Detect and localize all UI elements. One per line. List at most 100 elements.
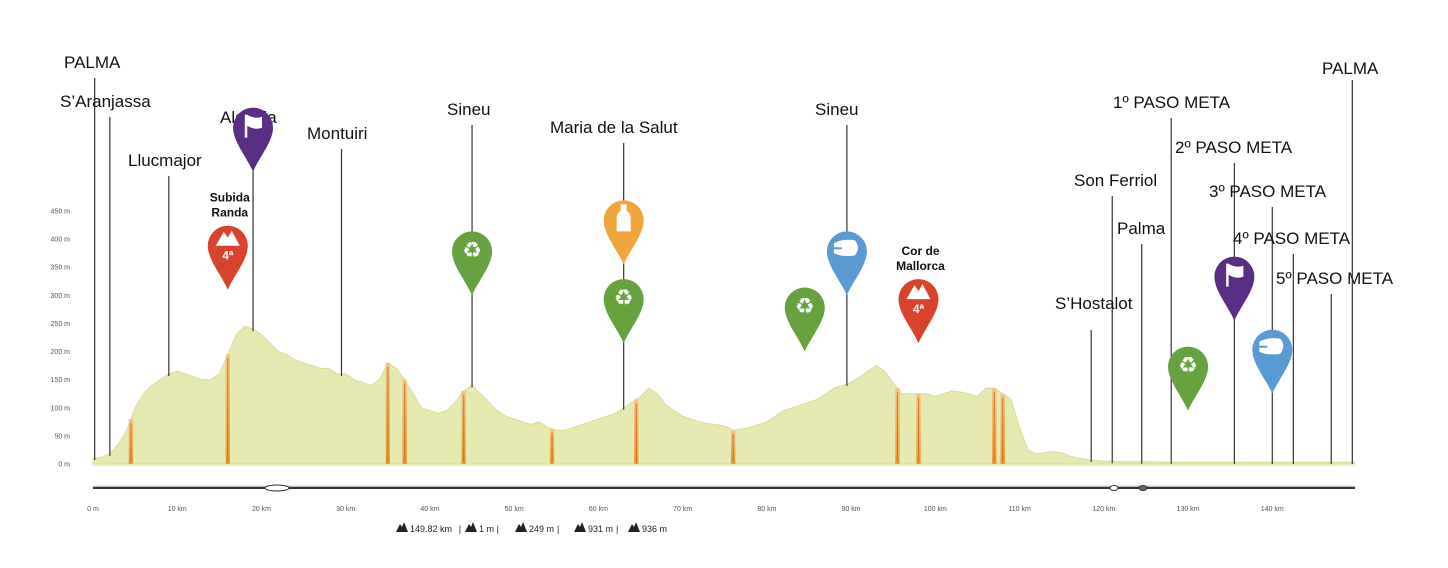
x-tick-label: 10 km — [168, 506, 187, 513]
stat-separator: | — [459, 524, 461, 534]
sprint-marker — [233, 107, 274, 172]
x-tick-label: 0 m — [87, 506, 99, 513]
bar-node — [1138, 485, 1148, 491]
y-axis: 0 m 50 m 100 m 150 m 200 m 250 m 300 m 350 m 400… — [51, 209, 71, 469]
water-marker — [826, 231, 867, 296]
x-tick-label: 40 km — [420, 506, 439, 513]
recycle-pin — [452, 231, 493, 296]
stat-separator: | — [557, 524, 559, 534]
climb-stripes — [128, 354, 1005, 464]
y-tick-label: 0 m — [58, 462, 70, 469]
y-tick-label: 350 m — [51, 265, 71, 272]
town-label: PALMA — [64, 53, 121, 72]
y-tick-label: 250 m — [51, 321, 71, 328]
mountain-pin — [898, 279, 939, 344]
town-label: 1º PASO META — [1113, 93, 1231, 112]
town-label: Palma — [1117, 219, 1166, 238]
y-tick-label: 300 m — [51, 293, 71, 300]
stat-value: 249 m — [529, 524, 554, 534]
x-tick-label: 120 km — [1092, 506, 1115, 513]
wind-shape — [1259, 338, 1284, 355]
x-tick-label: 90 km — [842, 506, 861, 513]
x-tick-label: 140 km — [1261, 506, 1284, 513]
stat-separator: | — [497, 524, 499, 534]
bar-node — [1109, 485, 1119, 491]
stat-icon — [574, 522, 586, 532]
y-tick-label: 150 m — [51, 377, 71, 384]
x-tick-label: 100 km — [924, 506, 947, 513]
town-label: 3º PASO META — [1209, 182, 1327, 201]
climb-name-label: Cor de Mallorca — [896, 244, 945, 273]
y-tick-label: 450 m — [51, 209, 71, 216]
recycle-glyph: ♻ — [614, 286, 634, 311]
town-label: Maria de la Salut — [550, 118, 678, 137]
recycle-pin — [1168, 346, 1209, 411]
mountain-peaks — [906, 284, 931, 300]
recycle-glyph: ♻ — [795, 295, 815, 320]
elevation-profile — [92, 325, 1356, 466]
stat-value: 936 m — [642, 524, 667, 534]
x-tick-label: 50 km — [505, 506, 524, 513]
stage-stats: 149.82 km | 1 m | 249 m | 931 m | 936 m — [396, 522, 667, 534]
elevation-area — [92, 325, 1356, 465]
sprint-pin — [233, 107, 274, 172]
feed-marker — [603, 200, 644, 265]
x-tick-label: 60 km — [589, 506, 608, 513]
climb-stripe-core — [917, 397, 920, 462]
recycle-glyph: ♻ — [462, 238, 482, 263]
feed-pin — [603, 200, 644, 265]
town-label: S’Aranjassa — [60, 92, 151, 111]
recycle-marker: ♻ — [1168, 346, 1209, 411]
recycle-marker: ♻ — [784, 287, 825, 352]
y-tick-label: 400 m — [51, 237, 71, 244]
town-label: 4º PASO META — [1233, 229, 1351, 248]
climb-stripe-core — [387, 366, 389, 462]
sprint-marker — [1214, 256, 1255, 321]
water-marker — [1252, 329, 1293, 394]
climb-stripe-core — [463, 394, 465, 462]
town-label: Llucmajor — [128, 151, 202, 170]
town-label: S’Hostalot — [1055, 294, 1133, 313]
stat-icon — [465, 522, 477, 532]
bottle-shape — [616, 204, 631, 232]
stat-value: 149.82 km — [410, 524, 452, 534]
mountain-marker: 4ª Subida Randa — [207, 191, 250, 290]
x-axis: 0 m 10 km 20 km 30 km 40 km 50 km 60 km 70 km 80… — [87, 484, 1355, 513]
climb-stripe-core — [227, 358, 229, 462]
x-tick-label: 110 km — [1008, 506, 1031, 513]
climb-stripe-core — [130, 423, 132, 462]
mountain-pin — [207, 225, 248, 290]
category-badge: 4ª — [222, 249, 234, 263]
stat-icon — [396, 522, 408, 532]
y-tick-label: 200 m — [51, 349, 71, 356]
mountain-marker: 4ª Cor de Mallorca — [896, 244, 945, 344]
category-badge: 4ª — [913, 302, 925, 316]
x-tick-label: 30 km — [336, 506, 355, 513]
town-label: PALMA — [1322, 59, 1379, 78]
town-label: Sineu — [447, 100, 490, 119]
mountain-peaks — [215, 230, 240, 246]
climb-stripe-core — [732, 434, 734, 462]
stat-icon — [628, 522, 640, 532]
bar-node — [264, 484, 290, 492]
x-tick-label: 70 km — [673, 506, 692, 513]
climb-stripe-core — [635, 403, 637, 462]
recycle-pin — [603, 279, 644, 344]
climb-stripe-core — [993, 392, 995, 462]
wind-shape — [833, 239, 858, 256]
y-tick-label: 100 m — [51, 405, 71, 412]
flag-cloth — [247, 114, 263, 129]
town-label: 2º PASO META — [1175, 138, 1293, 157]
x-tick-label: 130 km — [1177, 506, 1200, 513]
recycle-glyph: ♻ — [1178, 354, 1198, 379]
stat-separator: | — [616, 524, 618, 534]
climb-name-label: Subida Randa — [210, 191, 250, 220]
town-label: Son Ferriol — [1074, 171, 1157, 190]
town-label: Sineu — [815, 100, 858, 119]
climb-stripe-core — [896, 392, 899, 462]
y-tick-label: 50 m — [54, 433, 70, 440]
recycle-pin — [784, 287, 825, 352]
recycle-marker: ♻ — [603, 279, 644, 344]
climb-stripe-core — [551, 432, 553, 462]
